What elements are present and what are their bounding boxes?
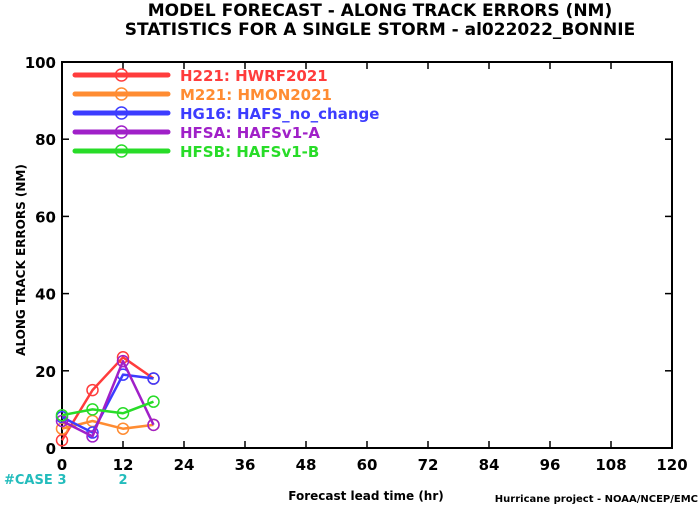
legend-label: M221: HMON2021 bbox=[180, 86, 332, 104]
legend-item-h221: H221: HWRF2021 bbox=[72, 67, 328, 85]
y-tick-label: 40 bbox=[35, 286, 56, 304]
case-counts: #CASE 3 2 bbox=[4, 473, 128, 488]
data-point bbox=[116, 407, 130, 420]
series-line bbox=[61, 373, 154, 434]
case-count: 3 bbox=[57, 473, 66, 488]
data-series bbox=[55, 351, 160, 447]
y-axis-label: ALONG TRACK ERRORS (NM) bbox=[14, 164, 28, 356]
legend-label: HFSB: HAFSv1-B bbox=[180, 143, 319, 161]
x-tick-label: 36 bbox=[235, 456, 256, 474]
data-point bbox=[55, 414, 69, 428]
axis-ticks: 0 12 24 36 48 60 72 84 96 108 120 0 20 40 60 80 100 bbox=[25, 54, 688, 474]
x-tick-label: 108 bbox=[595, 456, 626, 474]
chart-title: MODEL FORECAST - ALONG TRACK ERRORS (NM) bbox=[148, 1, 613, 21]
series-hfsb bbox=[55, 395, 160, 422]
y-tick-label: 80 bbox=[35, 131, 56, 149]
series-line bbox=[61, 400, 154, 417]
x-tick-label: 12 bbox=[113, 456, 134, 474]
y-tick-label: 60 bbox=[35, 208, 56, 226]
legend-label: HFSA: HAFSv1-A bbox=[180, 124, 320, 142]
x-tick-label: 72 bbox=[418, 456, 439, 474]
x-tick-label: 84 bbox=[479, 456, 500, 474]
legend-item-hfsb: HFSB: HAFSv1-B bbox=[72, 143, 319, 161]
credit-text: Hurricane project - NOAA/NCEP/EMC bbox=[495, 494, 698, 505]
legend-item-hg16: HG16: HAFS_no_change bbox=[72, 105, 379, 123]
y-tick-label: 20 bbox=[35, 363, 56, 381]
series-line bbox=[61, 359, 155, 438]
x-tick-label: 48 bbox=[296, 456, 317, 474]
data-point bbox=[116, 422, 130, 435]
data-point bbox=[116, 354, 130, 368]
data-point bbox=[86, 383, 99, 397]
legend-marker bbox=[114, 68, 129, 82]
legend-item-m221: M221: HMON2021 bbox=[72, 86, 332, 104]
data-point bbox=[86, 403, 99, 416]
y-tick-label: 0 bbox=[46, 440, 56, 458]
x-tick-label: 96 bbox=[540, 456, 561, 474]
data-point bbox=[55, 408, 69, 422]
data-point bbox=[147, 395, 160, 408]
legend-marker bbox=[114, 87, 129, 101]
legend-marker bbox=[114, 125, 129, 139]
legend-label: HG16: HAFS_no_change bbox=[180, 105, 379, 123]
y-tick-label: 100 bbox=[25, 54, 56, 72]
data-point bbox=[147, 418, 160, 432]
data-point bbox=[86, 430, 99, 443]
x-tick-label: 120 bbox=[656, 456, 687, 474]
chart-subtitle: STATISTICS FOR A SINGLE STORM - al022022… bbox=[125, 20, 635, 40]
x-axis-label: Forecast lead time (hr) bbox=[288, 489, 444, 503]
data-point bbox=[147, 372, 160, 385]
series-line bbox=[60, 356, 155, 441]
x-tick-label: 24 bbox=[174, 456, 195, 474]
series-hfsa bbox=[55, 354, 160, 443]
legend-marker bbox=[114, 144, 129, 158]
x-tick-label: 0 bbox=[57, 456, 67, 474]
legend-marker bbox=[114, 106, 129, 120]
legend-item-hfsa: HFSA: HAFSv1-A bbox=[72, 124, 320, 142]
case-label: #CASE bbox=[4, 473, 53, 488]
case-count: 2 bbox=[118, 473, 127, 488]
x-tick-label: 60 bbox=[357, 456, 378, 474]
legend-label: H221: HWRF2021 bbox=[180, 67, 328, 85]
